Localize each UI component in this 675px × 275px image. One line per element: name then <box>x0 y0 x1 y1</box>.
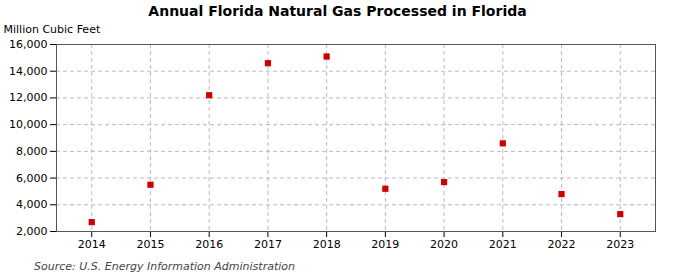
svg-text:2023: 2023 <box>606 238 634 251</box>
html-text:Annual Florida Natural Gas Pro: Annual Florida Natural Gas Processed in … <box>148 3 527 19</box>
svg-text:10,000: 10,000 <box>9 118 48 131</box>
html-text:Source: U.S. Energy Informatio: Source: U.S. Energy Information Administ… <box>34 260 295 273</box>
svg-text:8,000: 8,000 <box>16 145 48 158</box>
svg-text:14,000: 14,000 <box>9 65 48 78</box>
svg-text:2017: 2017 <box>254 238 282 251</box>
svg-text:4,000: 4,000 <box>16 198 48 211</box>
svg-text:2015: 2015 <box>136 238 164 251</box>
svg-text:2016: 2016 <box>195 238 223 251</box>
svg-text:2020: 2020 <box>430 238 458 251</box>
svg-text:2019: 2019 <box>371 238 399 251</box>
svg-text:2014: 2014 <box>78 238 106 251</box>
svg-text:Million Cubic Feet: Million Cubic Feet <box>4 23 101 36</box>
svg-text:16,000: 16,000 <box>9 38 48 51</box>
svg-text:2018: 2018 <box>313 238 341 251</box>
svg-text:2022: 2022 <box>548 238 576 251</box>
svg-text:2,000: 2,000 <box>16 225 48 238</box>
svg-text:6,000: 6,000 <box>16 172 48 185</box>
svg-text:12,000: 12,000 <box>9 91 48 104</box>
svg-text:2021: 2021 <box>489 238 517 251</box>
